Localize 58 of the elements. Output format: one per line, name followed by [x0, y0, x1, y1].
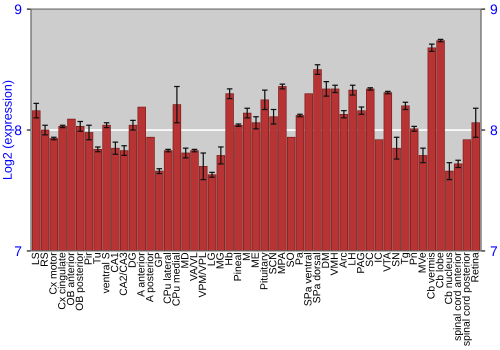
- x-tick-label: CA1: [110, 252, 118, 272]
- x-tick-label: Cb nucleus: [444, 252, 452, 304]
- x-tick-label: CPu medial: [172, 253, 180, 306]
- x-tick-label: MPA: [278, 252, 286, 274]
- x-tick-label: Cb vermis: [426, 252, 435, 299]
- y-axis-title: Log2 (expression): [2, 80, 14, 180]
- x-tick-label: DM: [322, 253, 330, 268]
- x-tick-label: VA/VL: [190, 252, 198, 282]
- x-tick-label: ventral S: [102, 252, 110, 294]
- x-tick-label: Pa: [295, 252, 303, 264]
- x-tick-label: Cb lobe: [436, 252, 444, 288]
- x-tick-label: Cx cingulate: [58, 252, 68, 310]
- x-tick-label: spinal cord anterior: [453, 252, 464, 341]
- x-tick-label: MVe: [418, 252, 426, 272]
- x-tick-label: Tg: [400, 253, 410, 264]
- y-tick-label: 9: [14, 4, 22, 14]
- x-tick-label: spinal cord posterior: [462, 252, 472, 346]
- x-tick-label: Retina: [470, 252, 479, 282]
- x-tick-label: OB anterior: [66, 252, 74, 306]
- x-tick-label: RS: [40, 252, 48, 266]
- x-tick-label: SPa ventral: [304, 253, 312, 306]
- x-tick-label: M: [242, 253, 250, 260]
- x-tick-label: Pir: [84, 252, 92, 264]
- y-tick-label: 7: [14, 246, 22, 256]
- x-tick-label: A posterior: [146, 252, 156, 302]
- x-tick-label: CA2/CA3: [119, 252, 127, 296]
- x-tick-label: VMH: [330, 253, 338, 276]
- x-tick-label: ME: [252, 252, 259, 268]
- x-tick-label: Pn: [410, 253, 417, 264]
- x-tick-label: LS: [32, 252, 40, 264]
- x-tick-label: IC: [374, 252, 382, 262]
- x-tick-label: GP: [154, 252, 162, 267]
- x-tick-label: Cx motor: [49, 252, 57, 294]
- x-tick-label: VPM/VPL: [198, 252, 206, 298]
- y2-tick-label: 7: [490, 246, 498, 256]
- x-tick-label: VTA: [383, 252, 391, 272]
- x-tick-label: OB posterior: [75, 252, 86, 310]
- x-tick-label: Pituitary: [260, 252, 270, 290]
- x-tick-label: SN: [392, 253, 400, 266]
- x-tick-label: Tu: [93, 253, 101, 264]
- x-tick-label: Pineal: [234, 253, 242, 280]
- x-tick-label: CPu lateral: [163, 253, 171, 304]
- x-tick-label: PAG: [356, 253, 364, 273]
- x-tick-label: LH: [348, 253, 356, 265]
- x-tick-label: MD: [181, 252, 188, 268]
- y2-tick-label: 8: [490, 125, 498, 136]
- x-tick-label: SO: [286, 252, 294, 267]
- x-tick-label: LG: [207, 253, 215, 266]
- y-tick-label: 8: [14, 125, 22, 136]
- x-tick-label: DG: [128, 253, 136, 268]
- x-tick-label: Hb: [224, 252, 232, 265]
- x-tick-label: MG: [216, 253, 224, 268]
- y2-tick-label: 9: [490, 4, 498, 14]
- x-tick-label: SPa dorsal: [312, 253, 320, 303]
- x-tick-label: SC: [366, 252, 374, 266]
- x-tick-label: Arc: [339, 252, 347, 268]
- x-tick-label: A anterior: [136, 252, 145, 297]
- x-tick-label: SCN: [269, 253, 276, 274]
